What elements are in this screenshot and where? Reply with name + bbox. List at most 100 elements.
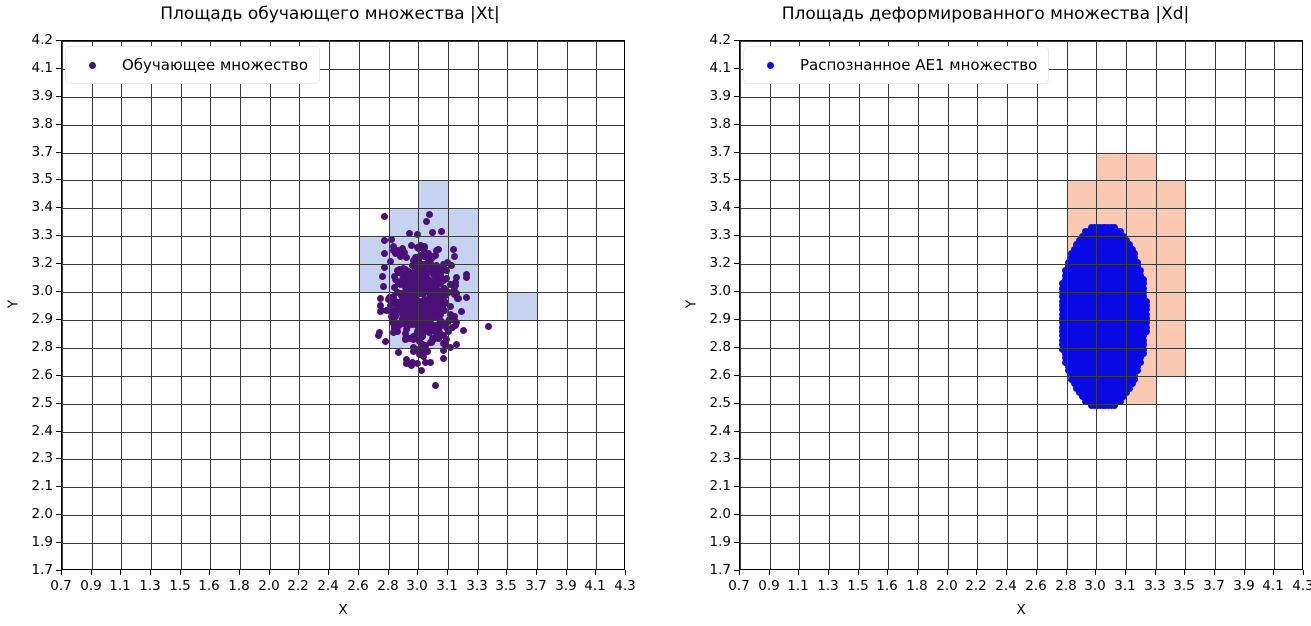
data-point (1061, 345, 1069, 353)
data-point (422, 217, 430, 225)
highlighted-grid-cell (418, 208, 448, 236)
highlighted-grid-cell (507, 292, 537, 320)
data-point (407, 284, 415, 292)
legend-right[interactable]: Распознанное AE1 множество (743, 46, 1050, 84)
data-point (1119, 341, 1127, 349)
data-point (1058, 297, 1066, 305)
x-tick-mark (625, 570, 627, 575)
data-point (1085, 315, 1093, 323)
data-point (1111, 232, 1119, 240)
data-point (405, 315, 413, 323)
data-point (1085, 254, 1093, 262)
data-point (407, 312, 415, 320)
data-point (1128, 315, 1136, 323)
data-point (1105, 362, 1113, 370)
data-point (1099, 284, 1107, 292)
data-point (1137, 284, 1145, 292)
data-point (1111, 315, 1119, 323)
data-point (1122, 284, 1130, 292)
data-point (402, 356, 410, 364)
data-point (445, 327, 453, 335)
data-point (430, 253, 438, 261)
data-point (410, 284, 418, 292)
data-point (1122, 289, 1130, 297)
data-point (1105, 254, 1113, 262)
data-point (1102, 297, 1110, 305)
data-point (1064, 319, 1072, 327)
data-point (1134, 315, 1142, 323)
data-point (427, 254, 435, 262)
y-tick-label: 3.3 (31, 227, 53, 243)
data-point (1093, 388, 1101, 396)
data-point (1102, 258, 1110, 266)
data-point (1128, 262, 1136, 270)
data-point (1079, 267, 1087, 275)
x-tick-label: 3.0 (406, 578, 428, 594)
gridline-vertical (829, 41, 830, 569)
data-point (1108, 223, 1116, 231)
data-point (408, 290, 416, 298)
data-point (1140, 293, 1148, 301)
data-point (432, 290, 440, 298)
data-point (1082, 384, 1090, 392)
data-point (1108, 293, 1116, 301)
data-point (1122, 271, 1130, 279)
data-point (1128, 289, 1136, 297)
data-point (423, 310, 431, 317)
data-point (1102, 371, 1110, 379)
data-point (1090, 223, 1098, 231)
data-point (1116, 271, 1124, 279)
data-point (413, 243, 421, 251)
data-point (1079, 315, 1087, 323)
data-point (1111, 349, 1119, 357)
data-point (1108, 228, 1116, 236)
data-point (411, 272, 419, 280)
highlighted-grid-cell (1126, 236, 1156, 264)
data-point (1085, 367, 1093, 375)
data-point (418, 251, 426, 259)
data-point (1116, 280, 1124, 288)
data-point (381, 337, 389, 345)
legend-marker-icon (767, 61, 774, 69)
y-tick-mark (734, 40, 739, 42)
data-point (1058, 332, 1066, 340)
data-point (1085, 310, 1093, 318)
data-point (1079, 328, 1087, 336)
data-point (437, 280, 445, 288)
data-point (435, 270, 443, 278)
data-point (1090, 271, 1098, 279)
data-point (427, 289, 435, 297)
data-point (440, 346, 448, 354)
data-point (1116, 362, 1124, 370)
data-point (1099, 349, 1107, 357)
legend-left[interactable]: Обучающее множество (65, 46, 321, 84)
data-point (1067, 345, 1075, 353)
data-point (1134, 262, 1142, 270)
data-point (1061, 284, 1069, 292)
data-point (386, 293, 394, 301)
data-point (1111, 375, 1119, 383)
data-point (1073, 341, 1081, 349)
data-point (1073, 362, 1081, 370)
gridline-horizontal (740, 348, 1302, 349)
data-point (1087, 315, 1095, 323)
data-point (418, 326, 426, 334)
data-point (406, 360, 414, 368)
data-point (1119, 354, 1127, 362)
highlighted-grid-cell (1126, 292, 1156, 320)
data-point (408, 292, 416, 300)
y-tick-mark (734, 542, 739, 544)
data-point (386, 305, 394, 313)
data-point (1087, 262, 1095, 270)
data-point (1134, 367, 1142, 375)
highlighted-grid-cell (1096, 264, 1126, 292)
data-point (406, 334, 414, 342)
data-point (412, 301, 420, 309)
data-point (394, 327, 402, 335)
data-point (1061, 310, 1069, 318)
data-point (1067, 276, 1075, 283)
data-point (1116, 384, 1124, 392)
data-point (409, 269, 417, 277)
data-point (432, 299, 440, 307)
data-point (1125, 258, 1133, 266)
